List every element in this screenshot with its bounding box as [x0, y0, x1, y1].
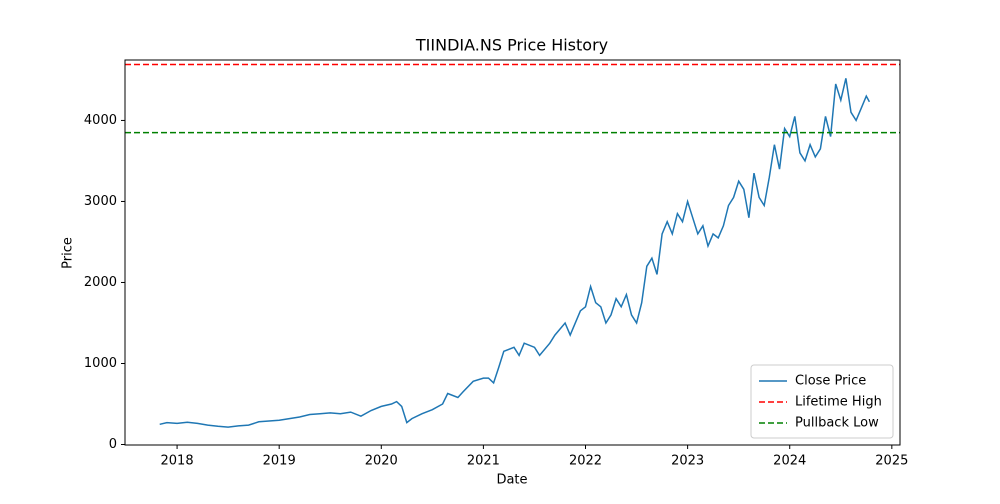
x-tick-label: 2018: [161, 454, 194, 469]
y-tick-label: 3000: [84, 194, 117, 209]
x-tick-label: 2025: [875, 454, 908, 469]
x-tick-label: 2021: [467, 454, 500, 469]
legend-label: Pullback Low: [795, 416, 879, 431]
x-tick-label: 2020: [365, 454, 398, 469]
x-tick-label: 2023: [671, 454, 704, 469]
legend-label: Lifetime High: [795, 395, 882, 410]
y-tick-label: 0: [109, 437, 117, 452]
y-tick-label: 4000: [84, 113, 117, 128]
legend-box: [750, 364, 894, 439]
chart-title: TIINDIA.NS Price History: [415, 36, 608, 55]
plot-frame: [124, 59, 901, 446]
y-tick-label: 2000: [84, 275, 117, 290]
x-axis-label: Date: [496, 473, 527, 488]
x-tick-label: 2024: [773, 454, 806, 469]
legend-label: Close Price: [795, 374, 866, 389]
price-line: [159, 78, 871, 428]
y-axis-label: Price: [61, 237, 76, 269]
x-tick-label: 2022: [569, 454, 602, 469]
y-tick-label: 1000: [84, 356, 117, 371]
x-tick-label: 2019: [263, 454, 296, 469]
